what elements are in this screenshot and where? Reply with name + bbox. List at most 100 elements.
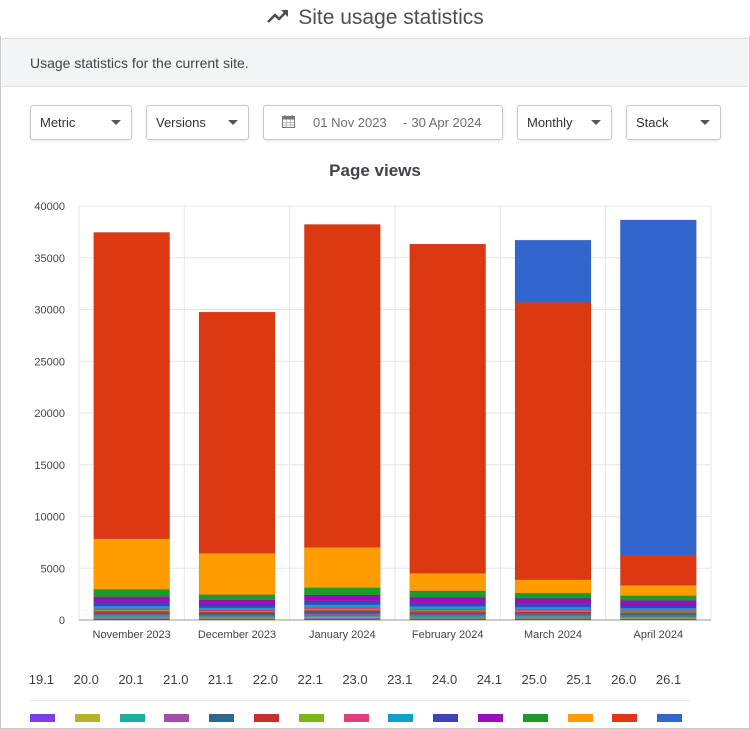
- trending-up-icon: [266, 7, 290, 30]
- bar-segment: [198, 599, 276, 605]
- legend-item[interactable]: 21.1: [207, 672, 234, 687]
- legend-item[interactable]: 20.1: [118, 672, 144, 687]
- bar-segment: [409, 243, 486, 574]
- x-tick-label: January 2024: [309, 629, 376, 641]
- bar-segment: [93, 596, 170, 603]
- legend-item[interactable]: 24.0: [431, 672, 458, 687]
- page-header: Site usage statistics: [0, 0, 750, 36]
- bar-segment: [93, 589, 170, 598]
- legend-item[interactable]: 23.0: [342, 672, 368, 687]
- bar-segment: [93, 602, 170, 607]
- legend-swatch[interactable]: [612, 714, 638, 722]
- bar-segment: [93, 232, 170, 540]
- y-tick-label: 20000: [34, 408, 65, 420]
- bar-segment: [620, 595, 697, 601]
- bar-segment: [304, 587, 381, 596]
- bar-segment: [620, 600, 697, 606]
- legend: 19.1 20.0 20.1 21.0 21.1 22.0 22.1 23.0 23.1 24.0…: [19, 672, 691, 687]
- bar-segment: [620, 585, 697, 596]
- versions-select[interactable]: Versions: [146, 105, 249, 140]
- bar-segment: [93, 609, 170, 612]
- bar-segment: [514, 592, 592, 599]
- legend-swatch[interactable]: [343, 714, 369, 722]
- bar-segment: [514, 603, 592, 608]
- legend-item[interactable]: 19.1: [28, 672, 55, 687]
- chevron-down-icon: [111, 120, 121, 125]
- legend-swatch[interactable]: [478, 714, 503, 722]
- bar-segment: [620, 612, 697, 615]
- legend-item[interactable]: 25.0: [521, 672, 547, 687]
- bar-segment: [620, 607, 697, 611]
- legend-swatch[interactable]: [30, 714, 55, 722]
- bar-segment: [93, 617, 170, 619]
- legend-item[interactable]: 26.0: [611, 672, 637, 687]
- legend-swatch[interactable]: [388, 714, 414, 722]
- legend-swatch[interactable]: [567, 714, 593, 722]
- metric-select[interactable]: Metric: [30, 105, 132, 140]
- legend-item[interactable]: 21.0: [163, 672, 189, 687]
- bar-segment: [198, 618, 276, 621]
- y-tick-label: 15000: [34, 460, 65, 472]
- mode-select-label: Stack: [636, 115, 669, 130]
- legend-swatch[interactable]: [433, 714, 459, 722]
- bar-segment: [409, 606, 486, 610]
- bar-segment: [409, 602, 486, 607]
- legend-swatch[interactable]: [164, 714, 190, 722]
- bar-segment: [198, 604, 276, 608]
- x-tick-label: March 2024: [524, 629, 582, 641]
- y-tick-label: 0: [59, 615, 65, 627]
- bar-segment: [93, 538, 170, 590]
- bar-segment: [514, 239, 592, 303]
- x-tick-label: November 2023: [93, 629, 171, 641]
- x-tick-label: February 2024: [412, 629, 484, 641]
- legend-swatch[interactable]: [119, 714, 145, 722]
- y-tick-label: 5000: [41, 563, 65, 575]
- bar-segment: [409, 590, 486, 598]
- y-tick-label: 35000: [34, 253, 65, 265]
- bar-segment: [304, 613, 381, 616]
- legend-item[interactable]: 24.1: [476, 672, 503, 687]
- legend-item[interactable]: 25.1: [566, 672, 592, 687]
- legend-item[interactable]: 22.1: [297, 672, 323, 687]
- bar-segment: [514, 579, 592, 594]
- chevron-down-icon: [228, 120, 238, 125]
- interval-select[interactable]: Monthly: [517, 105, 612, 140]
- legend-swatch[interactable]: [209, 714, 235, 722]
- chart-title: Page views: [329, 161, 421, 180]
- date-range-picker[interactable]: 01 Nov 2023 - 30 Apr 2024: [263, 105, 503, 140]
- legend-swatch[interactable]: [74, 714, 100, 722]
- bar-segment: [409, 614, 486, 617]
- page-views-chart: 0 5000 10000 15000 20000 25000 30000 35000 40000…: [34, 201, 712, 641]
- bar-segment: [198, 552, 276, 595]
- legend-swatch[interactable]: [254, 714, 279, 722]
- legend-item[interactable]: 23.1: [387, 672, 413, 687]
- interval-select-label: Monthly: [527, 115, 573, 130]
- bar-segment: [304, 224, 381, 548]
- y-tick-label: 25000: [34, 356, 65, 368]
- y-tick-label: 10000: [34, 512, 65, 524]
- legend-item[interactable]: 26.1: [655, 672, 682, 687]
- legend-item[interactable]: 20.0: [73, 672, 99, 687]
- legend-swatches: [30, 714, 702, 722]
- bar-segment: [198, 311, 276, 554]
- legend-item[interactable]: 22.0: [252, 672, 279, 687]
- bar-segment: [198, 594, 276, 601]
- bar-segment: [620, 219, 697, 556]
- date-from[interactable]: 01 Nov 2023: [313, 115, 387, 130]
- bar-segment: [304, 594, 381, 602]
- card-description: Usage statistics for the current site.: [2, 39, 748, 87]
- legend-swatch[interactable]: [298, 714, 324, 722]
- y-tick-label: 40000: [34, 201, 65, 213]
- mode-select[interactable]: Stack: [626, 105, 721, 140]
- date-to[interactable]: 30 Apr 2024: [411, 115, 482, 130]
- x-tick-label: December 2023: [198, 629, 276, 641]
- bar-segment: [304, 600, 381, 605]
- bar-segment: [409, 572, 486, 592]
- bar-segment: [304, 604, 381, 608]
- bar-segment: [198, 607, 276, 611]
- chevron-down-icon: [700, 120, 710, 125]
- legend-swatch[interactable]: [522, 714, 548, 722]
- legend-swatch[interactable]: [657, 714, 683, 722]
- bar-segment: [620, 604, 697, 609]
- bar-segment: [93, 605, 170, 609]
